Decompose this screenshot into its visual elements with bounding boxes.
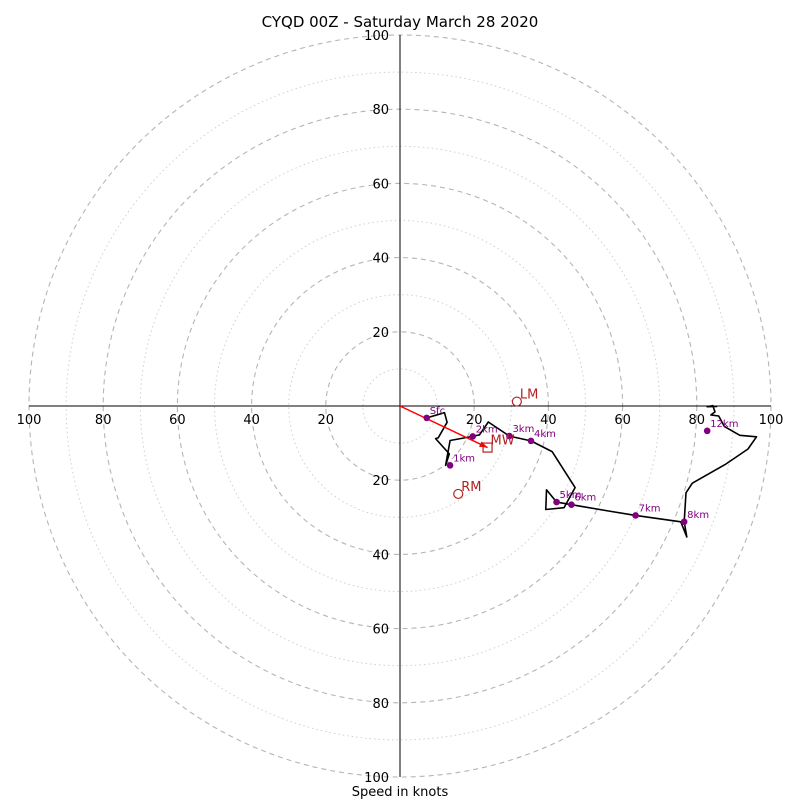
x-tick-label: 20 [318, 413, 335, 428]
x-tick-label: 40 [243, 413, 260, 428]
height-marker [568, 501, 575, 508]
height-marker-label: 12km [710, 419, 738, 430]
y-tick-label: 60 [372, 623, 389, 638]
storm-motion-marker [511, 396, 522, 407]
y-tick-label: 20 [372, 326, 389, 341]
height-marker [703, 427, 711, 435]
x-tick-label: 60 [169, 413, 186, 428]
storm-motion-markers: LM RM MW [453, 388, 538, 500]
height-marker [680, 518, 688, 526]
height-marker-label: 1km [453, 453, 475, 464]
height-marker-label: 4km [534, 429, 556, 440]
y-tick-label: 80 [372, 103, 389, 118]
height-marker-label: 6km [574, 493, 596, 504]
storm-motion-label: RM [461, 480, 481, 495]
x-tick-label: 60 [614, 413, 631, 428]
mean-wind-vector-line [399, 405, 488, 449]
hodograph-line [426, 404, 758, 538]
x-tick-label: 100 [17, 413, 42, 428]
y-tick-label: 100 [364, 771, 389, 786]
y-tick-label: 100 [364, 29, 389, 44]
height-marker [553, 498, 560, 506]
height-marker [446, 462, 454, 469]
tick-labels: 100 100 80 80 60 60 40 40 20 20 20 20 40 40 60 60 80 80 10… [17, 29, 784, 786]
height-marker [423, 414, 431, 422]
x-tick-label: 80 [95, 413, 112, 428]
height-marker [506, 432, 513, 440]
storm-motion-label: LM [520, 388, 538, 403]
height-marker-label: 5km [560, 490, 582, 501]
height-marker [632, 512, 639, 519]
y-tick-label: 80 [372, 697, 389, 712]
height-marker [527, 437, 535, 445]
height-marker-label: 3km [512, 424, 534, 435]
x-tick-label: 40 [540, 413, 557, 428]
x-axis-label: Speed in knots [352, 785, 449, 800]
height-marker-label: Sfc [430, 406, 445, 417]
y-tick-label: 40 [372, 252, 389, 267]
x-tick-label: 80 [689, 413, 706, 428]
storm-motion-marker [482, 442, 493, 453]
y-tick-label: 60 [372, 177, 389, 192]
height-marker-label: 7km [639, 503, 661, 514]
y-tick-label: 20 [372, 474, 389, 489]
x-tick-label: 20 [466, 413, 483, 428]
height-marker-label: 2km [476, 424, 498, 435]
height-marker [469, 433, 477, 440]
x-tick-label: 100 [759, 413, 784, 428]
height-marker-label: 8km [687, 510, 709, 521]
storm-motion-marker [453, 488, 464, 500]
chart-title: CYQD 00Z - Saturday March 28 2020 [262, 13, 539, 31]
y-tick-label: 40 [372, 548, 389, 563]
hodograph-trace [426, 404, 758, 538]
storm-motion-label: MW [491, 434, 515, 449]
